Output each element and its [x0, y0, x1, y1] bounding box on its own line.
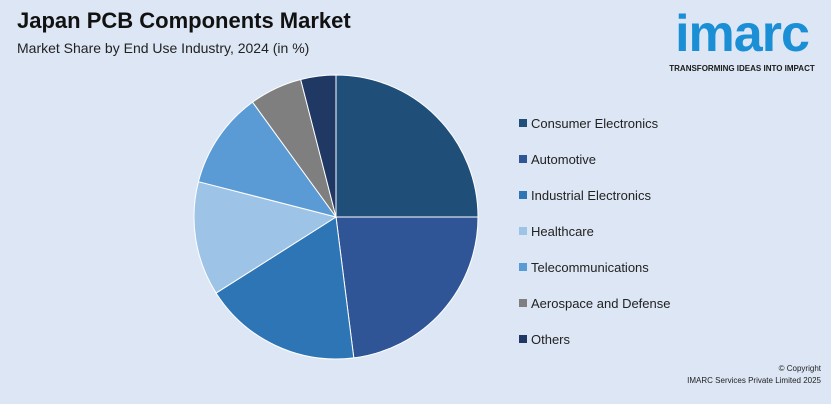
pie-slice-industrial-electronics: [215, 216, 355, 360]
legend-swatch: [519, 191, 527, 199]
pie-slice-others: [300, 74, 337, 218]
legend-swatch: [519, 227, 527, 235]
pie-slice-consumer-electronics: [335, 74, 479, 218]
chart-title: Japan PCB Components Market: [17, 8, 351, 33]
imarc-logo: imarc TRANSFORMING IDEAS INTO IMPACT: [662, 5, 822, 78]
legend-label: Others: [531, 331, 571, 347]
pie-slice-telecommunications: [197, 101, 338, 218]
copyright-company: IMARC Services Private Limited 2025: [687, 376, 821, 385]
legend-item: Aerospace and Defense: [519, 285, 670, 321]
legend-item: Industrial Electronics: [519, 177, 670, 213]
legend-swatch: [519, 335, 527, 343]
legend-item: Consumer Electronics: [519, 105, 670, 141]
pie-slice-automotive: [335, 216, 479, 359]
legend-swatch: [519, 263, 527, 271]
logo-wordmark: imarc: [675, 5, 810, 63]
legend-swatch: [519, 119, 527, 127]
chart-subtitle: Market Share by End Use Industry, 2024 (…: [17, 40, 310, 56]
logo-tagline: TRANSFORMING IDEAS INTO IMPACT: [669, 64, 815, 73]
legend-item: Automotive: [519, 141, 670, 177]
copyright-line: © Copyright: [778, 364, 821, 373]
legend-swatch: [519, 155, 527, 163]
legend-label: Consumer Electronics: [531, 115, 659, 131]
legend-label: Telecommunications: [531, 259, 649, 275]
legend-label: Industrial Electronics: [531, 187, 651, 203]
pie-slice-healthcare: [193, 181, 338, 294]
legend-item: Others: [519, 321, 670, 357]
legend-label: Healthcare: [531, 223, 594, 239]
legend-item: Healthcare: [519, 213, 670, 249]
legend-label: Automotive: [531, 151, 597, 167]
copyright-notice: © Copyright IMARC Services Private Limit…: [687, 363, 821, 387]
chart-legend: Consumer Electronics Automotive Industrial…: [519, 105, 670, 357]
legend-item: Telecommunications: [519, 249, 670, 285]
legend-swatch: [519, 299, 527, 307]
legend-label: Aerospace and Defense: [531, 295, 671, 311]
